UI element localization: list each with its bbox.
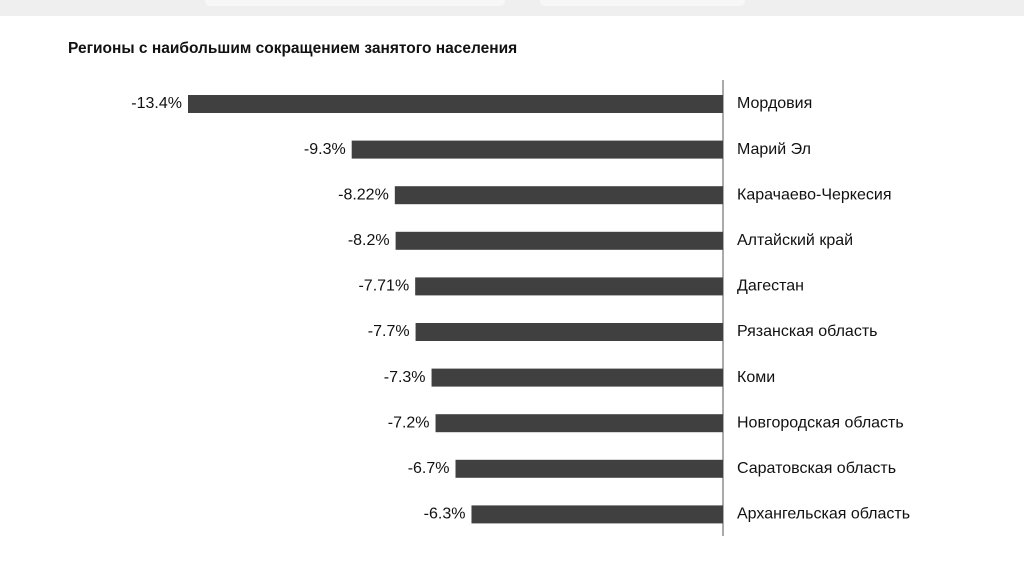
bar — [431, 368, 723, 387]
category-label: Архангельская область — [737, 506, 910, 523]
category-label: Карачаево-Черкесия — [737, 186, 891, 203]
value-label: -6.7% — [408, 460, 450, 477]
chart-title: Регионы с наибольшим сокращением занятог… — [68, 40, 517, 57]
bar — [395, 231, 723, 250]
bar — [415, 323, 723, 341]
category-label: Новгородская область — [737, 414, 904, 431]
bar — [415, 277, 723, 296]
top-bar — [0, 0, 1024, 16]
value-label: -7.71% — [358, 278, 409, 295]
bar — [435, 414, 723, 433]
category-label: Рязанская область — [737, 323, 877, 340]
value-label: -9.3% — [304, 141, 346, 158]
tab[interactable] — [540, 0, 745, 6]
value-label: -7.3% — [384, 369, 426, 386]
value-label: -7.2% — [388, 414, 430, 431]
category-label: Дагестан — [737, 278, 804, 295]
value-label: -7.7% — [368, 323, 410, 340]
bar — [455, 459, 723, 478]
value-label: -8.22% — [338, 186, 389, 203]
category-label: Алтайский край — [737, 232, 853, 249]
category-label: Коми — [737, 369, 775, 386]
bar — [471, 505, 723, 524]
category-label: Саратовская область — [737, 460, 896, 477]
bar — [351, 140, 723, 159]
tab[interactable] — [205, 0, 505, 6]
value-label: -13.4% — [131, 95, 182, 112]
bar — [188, 95, 723, 113]
category-label: Мордовия — [737, 95, 812, 112]
category-label: Марий Эл — [737, 141, 811, 158]
value-label: -6.3% — [424, 506, 466, 523]
value-label: -8.2% — [348, 232, 390, 249]
bar — [394, 186, 723, 205]
